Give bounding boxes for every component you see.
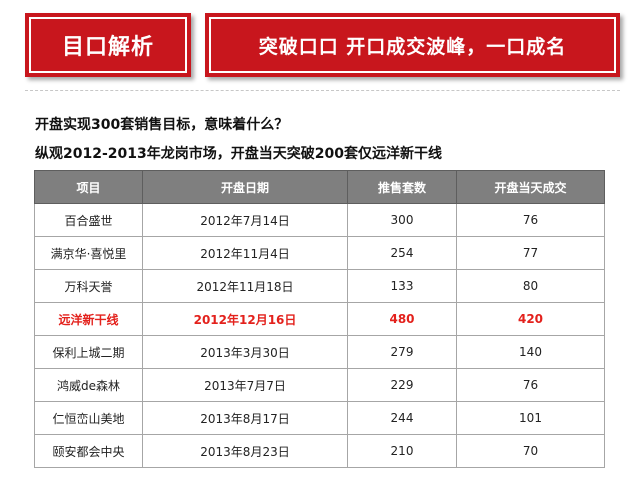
cell-open-date: 2013年7月7日 [142,368,348,402]
cell-open-date: 2013年3月30日 [142,335,348,369]
question-text: 开盘实现300套销售目标，意味着什么？ [35,117,289,133]
header-project: 项目 [34,170,143,204]
cell-open-date: 2012年11月18日 [142,269,348,303]
cell-units-offered: 254 [347,236,457,270]
cell-project: 保利上城二期 [34,335,143,369]
cell-units-offered: 300 [347,203,457,237]
sales-table: 项目 开盘日期 推售套数 开盘当天成交 百合盛世 2012年7月14日 300 76 满… [34,170,605,468]
banner-border [29,17,187,73]
cell-open-date: 2012年11月4日 [142,236,348,270]
cell-open-date: 2013年8月23日 [142,434,348,468]
header-open-date: 开盘日期 [142,170,348,204]
section-title: 目口解析 [61,35,154,60]
header-day-one-sales: 开盘当天成交 [456,170,605,204]
cell-day-one-sales: 77 [456,236,605,270]
cell-units-offered: 210 [347,434,457,468]
cell-day-one-sales: 420 [456,302,605,336]
table-row: 满京华·喜悦里 2012年11月4日 254 77 [34,236,605,270]
summary-text: 纵观2012-2013年龙岗市场，开盘当天突破200套仅远洋新干线 [35,146,442,162]
cell-units-offered: 244 [347,401,457,435]
table-row: 颐安都会中央 2013年8月23日 210 70 [34,434,605,468]
table-row: 鸿威de森林 2013年7月7日 229 76 [34,368,605,402]
table-row: 百合盛世 2012年7月14日 300 76 [34,203,605,237]
cell-project: 颐安都会中央 [34,434,143,468]
cell-units-offered: 279 [347,335,457,369]
dashed-divider [25,90,620,91]
headline: 突破口口 开口成交波峰，一口成名 [258,35,567,58]
cell-project: 百合盛世 [34,203,143,237]
table-header-row: 项目 开盘日期 推售套数 开盘当天成交 [34,170,605,204]
cell-units-offered: 229 [347,368,457,402]
header-units-offered: 推售套数 [347,170,457,204]
cell-project: 万科天誉 [34,269,143,303]
cell-open-date: 2012年7月14日 [142,203,348,237]
cell-day-one-sales: 80 [456,269,605,303]
cell-day-one-sales: 70 [456,434,605,468]
table-row: 万科天誉 2012年11月18日 133 80 [34,269,605,303]
banner-border [209,17,616,73]
table-row: 仁恒峦山美地 2013年8月17日 244 101 [34,401,605,435]
cell-project: 满京华·喜悦里 [34,236,143,270]
cell-day-one-sales: 76 [456,368,605,402]
cell-units-offered: 133 [347,269,457,303]
cell-project: 仁恒峦山美地 [34,401,143,435]
cell-open-date: 2012年12月16日 [142,302,348,336]
cell-day-one-sales: 76 [456,203,605,237]
table-row: 保利上城二期 2013年3月30日 279 140 [34,335,605,369]
cell-units-offered: 480 [347,302,457,336]
cell-day-one-sales: 101 [456,401,605,435]
cell-open-date: 2013年8月17日 [142,401,348,435]
cell-day-one-sales: 140 [456,335,605,369]
section-title-banner: 目口解析 [25,13,191,77]
cell-project: 远洋新干线 [34,302,143,336]
table-row: 远洋新干线 2012年12月16日 480 420 [34,302,605,336]
cell-project: 鸿威de森林 [34,368,143,402]
headline-banner: 突破口口 开口成交波峰，一口成名 [205,13,620,77]
